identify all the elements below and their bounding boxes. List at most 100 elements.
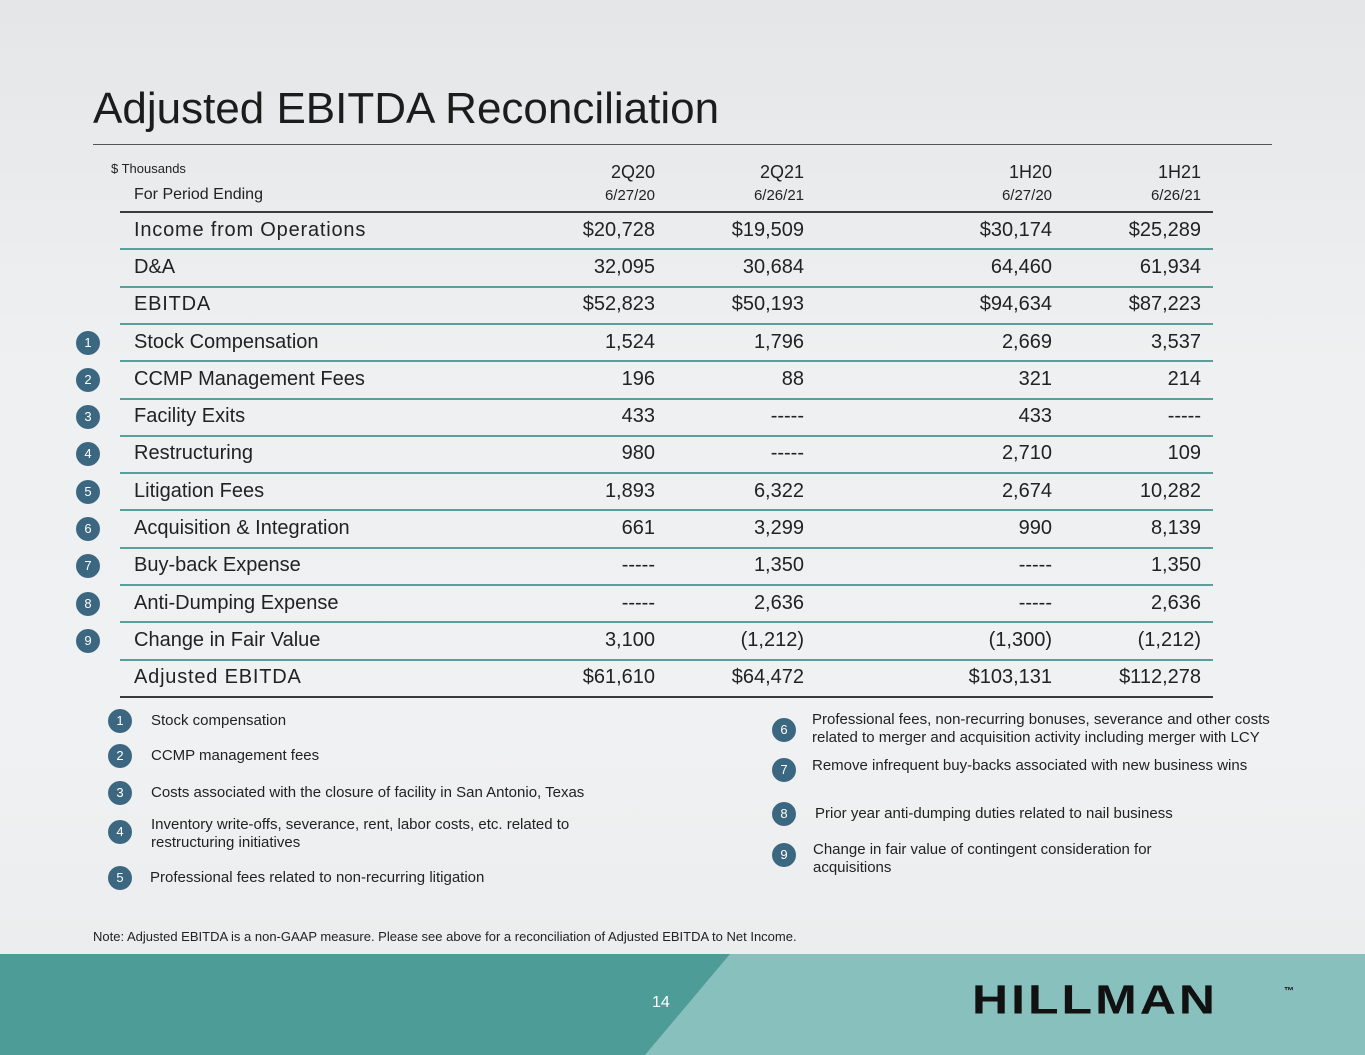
table-cell: (1,212) (1137, 628, 1201, 651)
row-rule (120, 472, 1213, 475)
page-number: 14 (652, 994, 670, 1011)
row-label: Anti-Dumping Expense (134, 591, 339, 614)
row-label: Facility Exits (134, 405, 246, 428)
table-cell: 1,350 (1150, 554, 1201, 577)
row-rule (120, 584, 1213, 586)
row-label: Income from Operations (134, 218, 367, 241)
table-cell: 1,893 (604, 479, 655, 502)
table-cell: (1,300) (988, 628, 1052, 651)
table-cell: 6,322 (753, 479, 804, 502)
footnote-marker: 8 (772, 802, 796, 826)
row-rule (120, 658, 1213, 661)
table-cell: $25,289 (1128, 218, 1201, 241)
column-period: 2Q20 (610, 162, 655, 182)
table-cell: 990 (1018, 517, 1052, 540)
row-marker: 2 (76, 367, 100, 392)
table-cell: $87,223 (1128, 293, 1201, 316)
row-marker: 5 (76, 479, 100, 504)
footnote-marker: 7 (772, 758, 796, 782)
table-cell: 88 (781, 367, 804, 390)
row-label: Stock Compensation (134, 330, 319, 353)
row-rule (120, 546, 1213, 549)
table-cell: 2,636 (1150, 591, 1201, 614)
table-cell: $64,472 (731, 666, 804, 689)
column-period: 1H21 (1157, 162, 1201, 182)
row-label: EBITDA (134, 293, 212, 316)
row-rule (120, 285, 1213, 288)
table-cell: ----- (621, 554, 655, 577)
table-cell: 2,669 (1001, 330, 1052, 353)
row-rule (120, 621, 1213, 624)
row-marker: 4 (76, 442, 100, 467)
table-cell: 321 (1018, 367, 1052, 390)
table-cell: ----- (770, 405, 804, 428)
row-rule (120, 322, 1213, 325)
row-rule (120, 695, 1213, 698)
footer-band (0, 954, 1365, 1055)
footnote-marker: 6 (772, 718, 796, 742)
footnote-text: Professional fees related to non-recurri… (150, 869, 485, 886)
table-cell: 32,095 (593, 255, 655, 278)
table-cell: $112,278 (1119, 666, 1201, 689)
footnote-text: Prior year anti-dumping duties related t… (815, 805, 1173, 822)
footnote-text: Stock compensation (151, 712, 287, 729)
table-cell: 433 (621, 405, 655, 428)
footnote-marker: 3 (108, 781, 132, 805)
table-cell: 2,636 (753, 591, 804, 614)
table-cell: $20,728 (582, 218, 655, 241)
table-cell: ----- (1018, 591, 1052, 614)
table-cell: 1,796 (753, 330, 804, 353)
table-cell: ----- (621, 591, 655, 614)
table-cell: ----- (770, 442, 804, 465)
title-rule (93, 144, 1272, 145)
column-period: 2Q21 (759, 162, 804, 182)
row-rule (120, 509, 1213, 512)
footnote-text: CCMP management fees (151, 747, 320, 764)
period-label: For Period Ending (134, 186, 263, 203)
table-cell: 3,537 (1150, 330, 1201, 353)
table-cell: 2,674 (1001, 479, 1052, 502)
table-cell: 3,299 (753, 517, 804, 540)
table-cell: 64,460 (990, 255, 1052, 278)
row-rule (120, 248, 1213, 251)
table-cell: ----- (1018, 554, 1052, 577)
footnote-marker: 5 (108, 866, 132, 890)
row-rule (120, 360, 1213, 363)
table-cell: 3,100 (604, 628, 655, 651)
footnote-marker: 1 (108, 709, 132, 733)
table-cell: 2,710 (1001, 442, 1052, 465)
table-cell: ----- (1167, 405, 1201, 428)
column-date: 6/26/21 (1150, 187, 1201, 204)
row-label: Buy-back Expense (134, 554, 301, 577)
footnote-text: Inventory write-offs, severance, rent, l… (151, 816, 570, 851)
footnote-marker: 9 (772, 843, 796, 867)
footnote-marker: 2 (108, 744, 132, 768)
units-label: $ Thousands (111, 161, 186, 176)
footnote-text: Costs associated with the closure of fac… (151, 784, 585, 801)
row-marker: 7 (76, 554, 100, 579)
footnote-marker: 4 (108, 820, 132, 844)
table-cell: 196 (621, 367, 655, 390)
table-cell: 433 (1018, 405, 1052, 428)
table-cell: 980 (621, 442, 655, 465)
table-cell: 1,350 (753, 554, 804, 577)
footnote-text: Remove infrequent buy-backs associated w… (812, 757, 1248, 774)
footnote-text: Professional fees, non-recurring bonuses… (812, 711, 1270, 746)
row-marker: 8 (76, 591, 100, 616)
table-cell: $61,610 (582, 666, 655, 689)
row-label: CCMP Management Fees (134, 367, 365, 390)
table-cell: $52,823 (582, 293, 655, 316)
table-cell: $50,193 (731, 293, 804, 316)
row-rule (120, 397, 1213, 400)
row-label: Acquisition & Integration (134, 517, 350, 540)
row-marker: 1 (76, 330, 100, 355)
table-cell: 661 (621, 517, 655, 540)
table-cell: 61,934 (1139, 255, 1201, 278)
table-cell: $30,174 (979, 218, 1052, 241)
column-period: 1H20 (1008, 162, 1052, 182)
slide-title: Adjusted EBITDA Reconciliation (93, 84, 720, 133)
logo: HILLMAN (972, 976, 1218, 1023)
table-cell: 10,282 (1139, 479, 1201, 502)
table-cell: 30,684 (742, 255, 804, 278)
